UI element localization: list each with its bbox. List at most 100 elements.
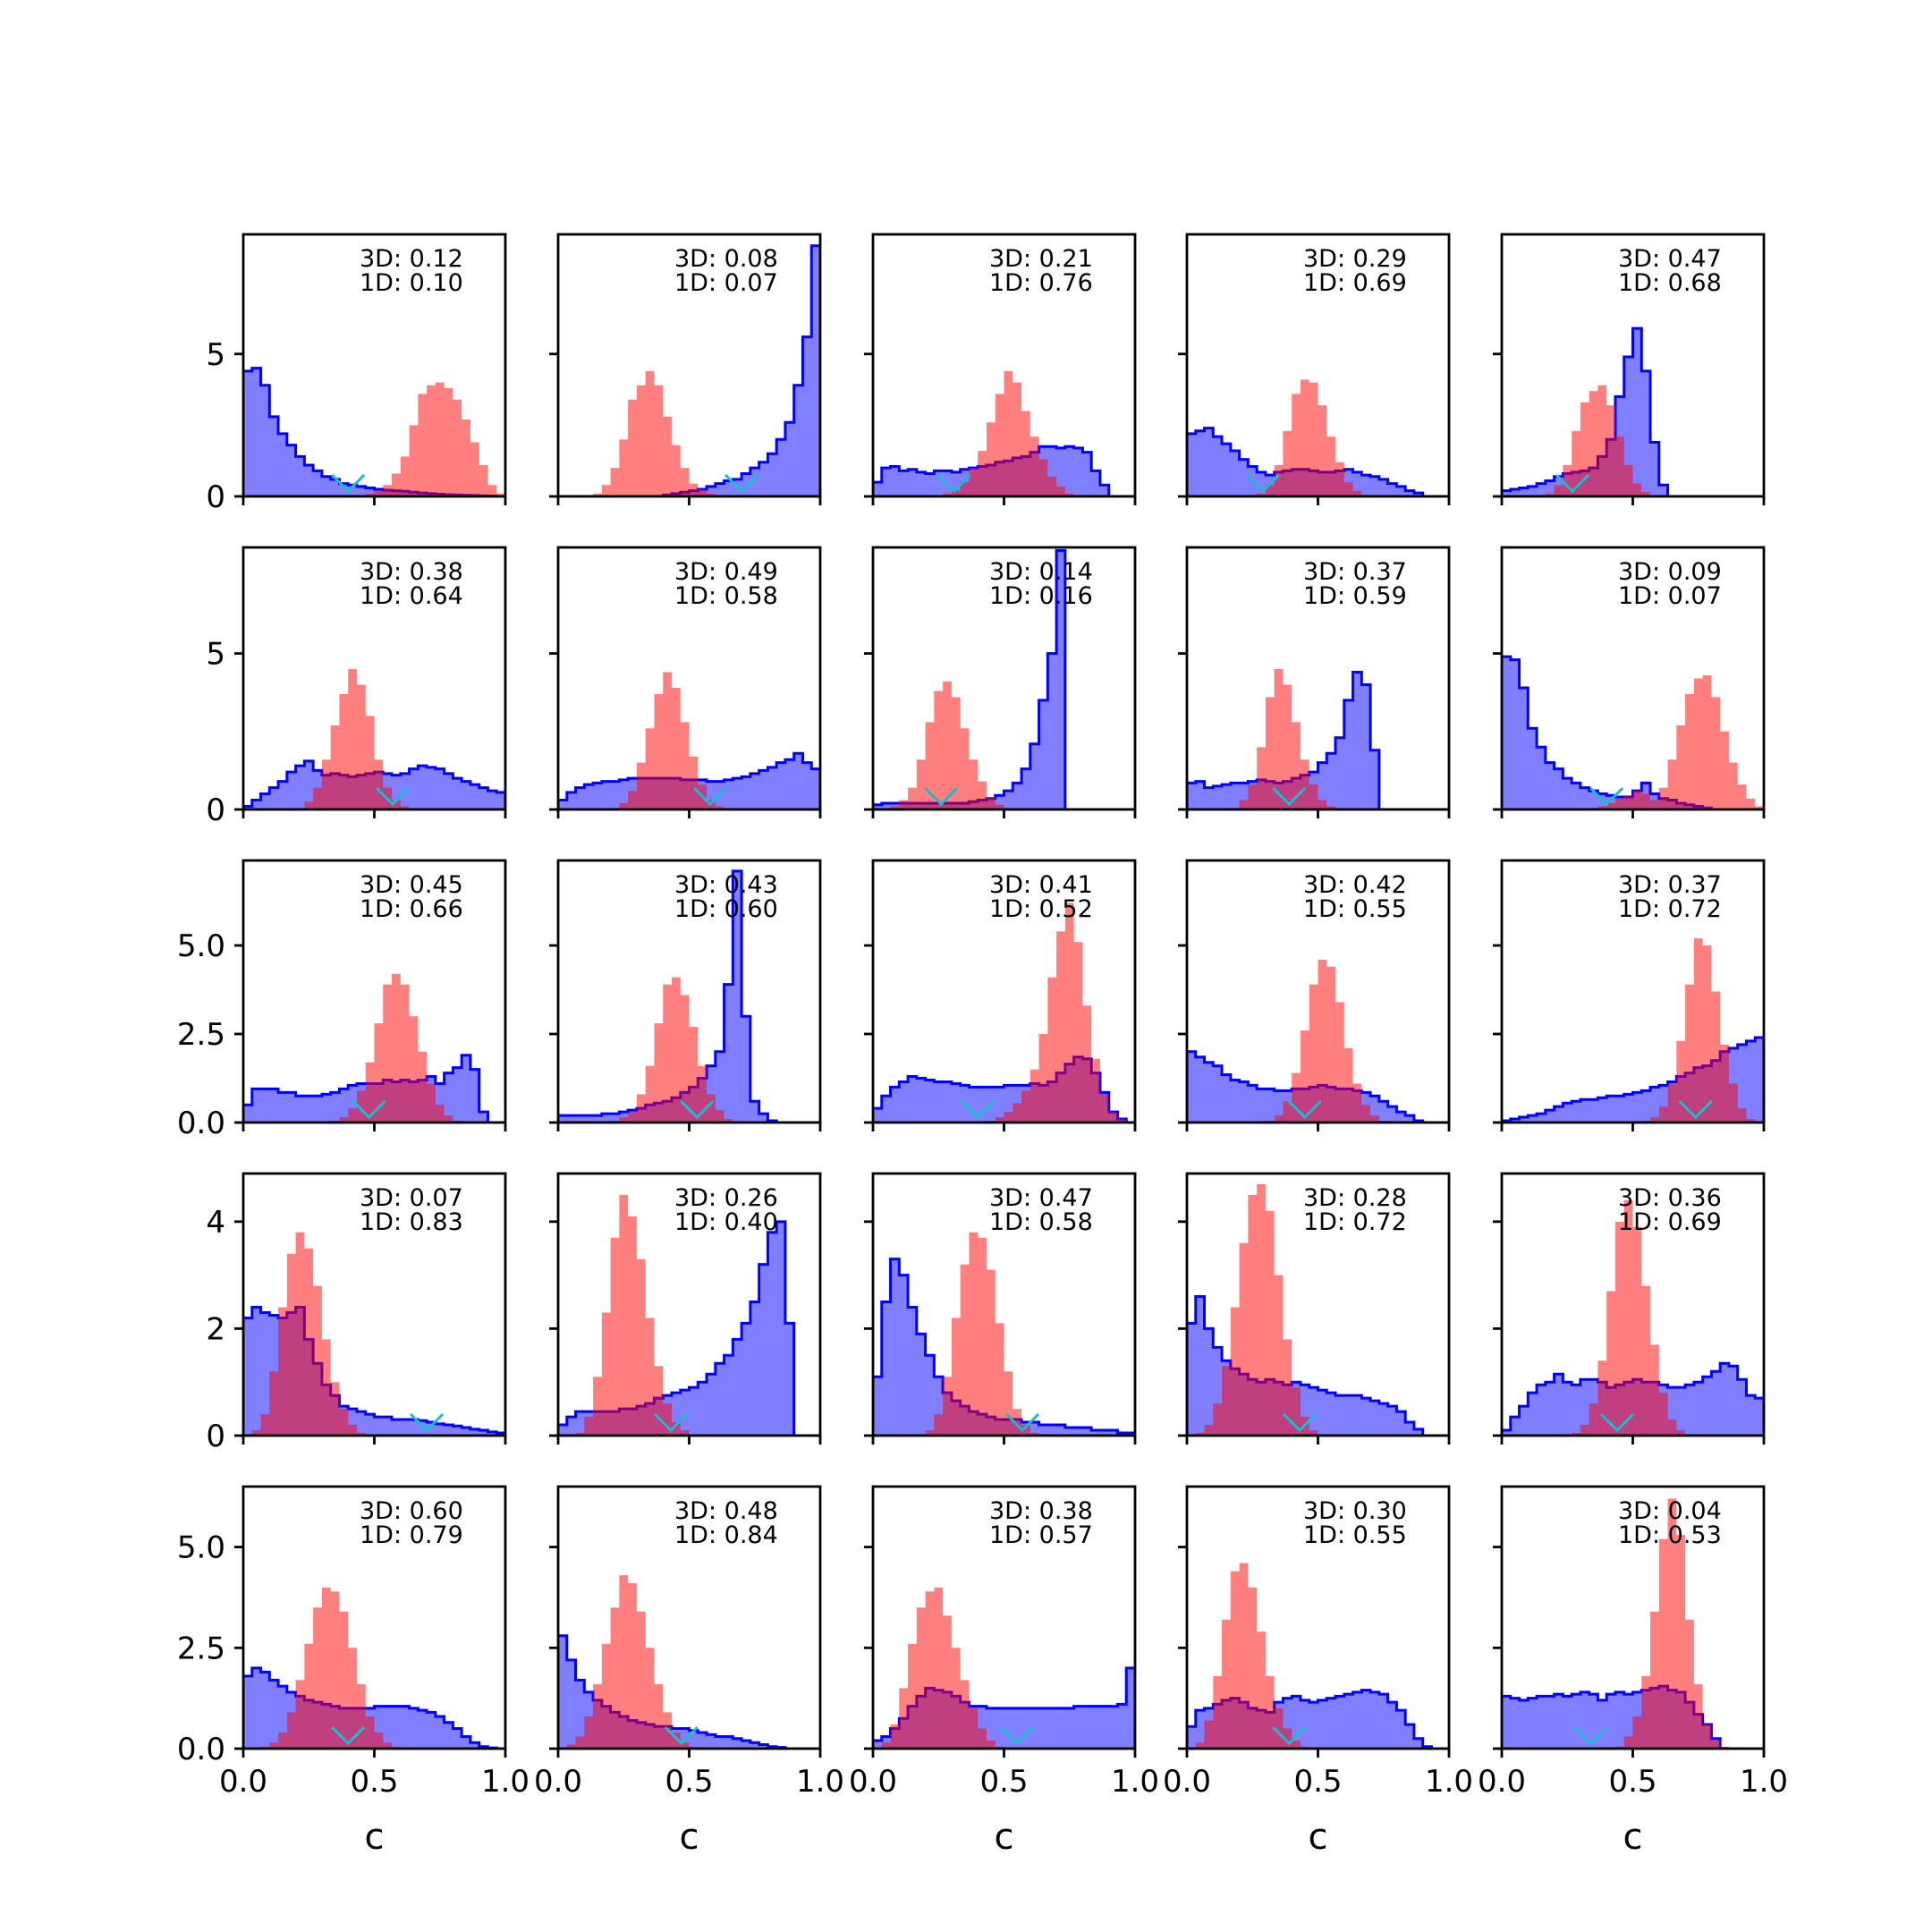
metric-3d-label: 3D: 0.08 [674, 245, 778, 273]
red-histogram [558, 1575, 820, 1749]
cyan-marker [1000, 1725, 1035, 1746]
red-histogram [873, 902, 1135, 1123]
cyan-marker [924, 786, 959, 807]
y-tick-label: 0 [206, 479, 225, 515]
cyan-marker [692, 786, 728, 807]
red-histogram [873, 681, 1135, 809]
metric-1d-label: 1D: 0.59 [1303, 582, 1407, 610]
x-tick-label: 1.0 [796, 1764, 844, 1800]
x-axis-label: c [1309, 1817, 1328, 1858]
red-histogram [1187, 959, 1449, 1123]
x-tick-label: 1.0 [481, 1764, 530, 1800]
metric-3d-label: 3D: 0.42 [1303, 871, 1407, 899]
plot-area [558, 672, 820, 809]
plot-area [558, 1575, 820, 1749]
red-histogram [558, 1194, 820, 1436]
metric-3d-label: 3D: 0.60 [360, 1497, 463, 1525]
x-axis-label: c [365, 1817, 385, 1858]
metric-1d-label: 1D: 0.40 [674, 1208, 778, 1236]
red-histogram [558, 370, 820, 496]
metric-3d-label: 3D: 0.36 [1618, 1184, 1722, 1212]
metric-3d-label: 3D: 0.09 [1618, 558, 1722, 586]
metric-3d-label: 3D: 0.47 [989, 1184, 1093, 1212]
red-histogram [1187, 379, 1449, 496]
plot-area [1187, 1563, 1449, 1749]
y-tick-label: 2.5 [177, 1631, 225, 1666]
cyan-marker [1272, 1725, 1307, 1746]
metric-3d-label: 3D: 0.41 [989, 871, 1093, 899]
metric-3d-label: 3D: 0.21 [989, 245, 1093, 273]
metric-1d-label: 1D: 0.58 [674, 582, 778, 610]
y-tick-label: 5 [206, 637, 225, 673]
cyan-marker [1599, 1412, 1634, 1433]
x-tick-label: 0.5 [1608, 1764, 1657, 1800]
x-axis-label: c [995, 1817, 1014, 1858]
y-tick-label: 2 [206, 1311, 225, 1347]
red-histogram [1187, 1183, 1449, 1436]
metric-3d-label: 3D: 0.26 [674, 1184, 778, 1212]
plot-area [1502, 655, 1764, 809]
red-histogram [243, 382, 505, 496]
y-tick-label: 0.0 [177, 1732, 225, 1767]
metric-1d-label: 1D: 0.72 [1618, 895, 1722, 923]
plot-area [1187, 669, 1449, 809]
cyan-marker [1678, 1099, 1713, 1120]
metric-1d-label: 1D: 0.10 [360, 269, 463, 297]
cyan-marker [352, 1099, 386, 1120]
red-histogram [558, 977, 820, 1123]
red-histogram [1502, 1498, 1764, 1749]
cyan-marker [1245, 473, 1281, 494]
plot-area [243, 669, 505, 809]
plot-area [243, 1232, 505, 1436]
metric-3d-label: 3D: 0.45 [360, 871, 463, 899]
cyan-marker [1287, 1099, 1322, 1120]
metric-3d-label: 3D: 0.29 [1303, 245, 1407, 273]
plot-area [1502, 1199, 1764, 1436]
cyan-marker [375, 786, 411, 807]
metric-1d-label: 1D: 0.53 [1618, 1521, 1722, 1549]
x-tick-label: 1.0 [1740, 1764, 1788, 1800]
metric-1d-label: 1D: 0.76 [989, 269, 1093, 297]
plot-area [558, 869, 820, 1123]
metric-1d-label: 1D: 0.57 [989, 1521, 1093, 1549]
red-histogram [1187, 1563, 1449, 1749]
red-histogram [243, 1232, 505, 1436]
red-histogram [243, 669, 505, 809]
metric-1d-label: 1D: 0.84 [674, 1521, 778, 1549]
cyan-marker [936, 473, 971, 494]
cyan-marker [410, 1412, 445, 1433]
cyan-marker [1555, 473, 1590, 494]
metric-1d-label: 1D: 0.66 [360, 895, 463, 923]
red-histogram [1502, 938, 1764, 1123]
red-histogram [243, 1587, 505, 1749]
red-histogram [243, 973, 505, 1123]
metric-1d-label: 1D: 0.60 [674, 895, 778, 923]
cyan-marker [653, 1412, 689, 1433]
plot-area [1502, 1498, 1764, 1749]
x-tick-label: 0.0 [219, 1764, 267, 1800]
cyan-marker [331, 473, 366, 494]
x-tick-label: 0.5 [665, 1764, 713, 1800]
metric-1d-label: 1D: 0.79 [360, 1521, 463, 1549]
metric-3d-label: 3D: 0.38 [360, 558, 463, 586]
red-histogram [1502, 1199, 1764, 1436]
cyan-marker [1573, 1725, 1608, 1746]
metric-1d-label: 1D: 0.55 [1303, 895, 1407, 923]
cyan-marker [331, 1725, 366, 1746]
x-tick-label: 0.5 [350, 1764, 398, 1800]
cyan-marker [1004, 1412, 1040, 1433]
